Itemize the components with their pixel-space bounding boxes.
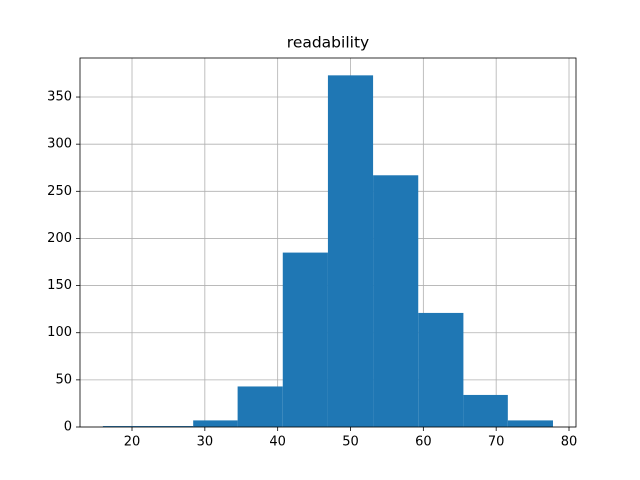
axis-layer: 0 50 100 150 200 250 300 350 20 30 40 50 60 70 80 <box>47 57 578 450</box>
y-tick-label: 250 <box>47 184 72 199</box>
y-tick-label: 100 <box>47 325 72 340</box>
y-tick-label: 0 <box>64 420 72 435</box>
y-tick-label: 300 <box>47 137 72 152</box>
bar <box>102 426 149 427</box>
bar <box>507 420 553 427</box>
bar-layer <box>102 75 553 428</box>
x-tick-label: 20 <box>124 435 141 450</box>
axes-frame <box>79 57 577 428</box>
bar <box>193 420 238 427</box>
x-tick-label: 80 <box>561 435 578 450</box>
chart-title: readability <box>287 34 369 52</box>
x-tick-label: 70 <box>488 435 505 450</box>
y-tick-label: 150 <box>47 278 72 293</box>
y-tick-label: 50 <box>55 372 72 387</box>
y-tick-label: 350 <box>47 90 72 105</box>
y-tick-label: 200 <box>47 231 72 246</box>
bar <box>148 426 194 427</box>
bar <box>463 394 508 427</box>
x-tick-label: 40 <box>269 435 286 450</box>
bar <box>282 252 328 427</box>
bar <box>418 312 464 427</box>
x-tick-label: 50 <box>342 435 359 450</box>
bar <box>327 75 374 428</box>
x-tick-label: 60 <box>415 435 432 450</box>
bar <box>373 175 419 427</box>
bar <box>237 386 283 427</box>
x-tick-label: 30 <box>197 435 214 450</box>
